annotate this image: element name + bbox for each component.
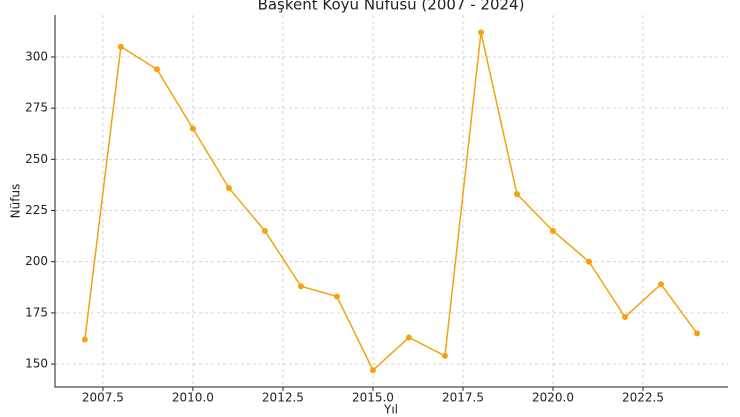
point	[81, 336, 88, 343]
point	[622, 313, 629, 320]
point	[513, 191, 520, 198]
point	[441, 352, 448, 359]
x-tick-label: 2007.5	[82, 391, 124, 405]
x-tick-label: 2012.5	[262, 391, 304, 405]
y-tick-label: 300	[25, 49, 48, 63]
axes	[54, 15, 728, 388]
line	[84, 32, 698, 372]
point	[297, 283, 304, 290]
point	[586, 258, 593, 265]
x-axis-label: Yıl	[383, 403, 398, 417]
point	[405, 334, 412, 341]
point	[153, 66, 160, 73]
y-tick-label: 200	[25, 254, 48, 268]
y-tick-label: 275	[25, 101, 48, 115]
y-tick-label: 250	[25, 152, 48, 166]
point	[477, 29, 484, 36]
x-tick-label: 2015.0	[352, 391, 394, 405]
point	[333, 293, 340, 300]
x-tick-label: 2010.0	[172, 391, 214, 405]
chart-title: Başkent Köyü Nüfusu (2007 - 2024)	[258, 0, 525, 14]
point	[549, 227, 556, 234]
point	[261, 227, 268, 234]
x-tick-label: 2022.5	[622, 391, 664, 405]
point	[117, 43, 124, 50]
y-tick-label: 175	[25, 305, 48, 319]
y-tick-label: 150	[25, 357, 48, 371]
point	[658, 281, 665, 288]
y-tick-label: 225	[25, 203, 48, 217]
point	[369, 367, 376, 374]
y-axis-label: Nüfus	[9, 184, 23, 219]
point	[225, 184, 232, 191]
x-tick-label: 2017.5	[442, 391, 484, 405]
point	[189, 125, 196, 132]
point	[694, 330, 701, 337]
x-tick-label: 2020.0	[532, 391, 574, 405]
